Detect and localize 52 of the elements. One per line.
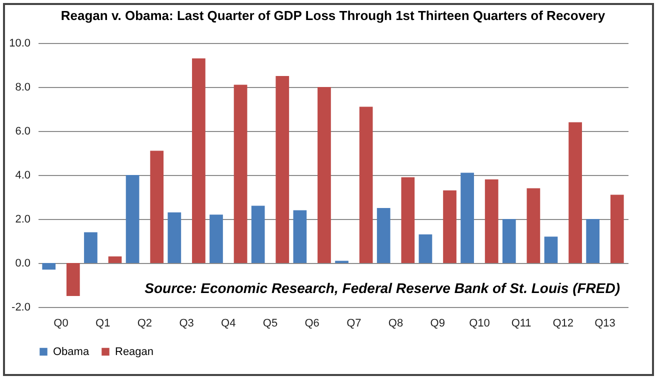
y-tick-label: 2.0 (15, 214, 30, 226)
legend-label: Obama (53, 346, 90, 358)
bar (126, 175, 140, 263)
chart-title: Reagan v. Obama: Last Quarter of GDP Loss Through 1st Thirteen Quarters of Recovery (60, 8, 606, 23)
x-tick-label: Q6 (304, 318, 320, 330)
bar (484, 179, 498, 263)
bar (568, 122, 582, 263)
y-tick-label: 6.0 (15, 126, 30, 138)
bar (544, 236, 558, 263)
x-tick-label: Q7 (346, 318, 362, 330)
bar (443, 190, 456, 263)
bar (42, 263, 56, 270)
x-tick-label: Q12 (552, 318, 574, 330)
bar (251, 206, 265, 263)
bar (210, 214, 223, 263)
bar (168, 212, 182, 263)
y-tick-label: 0.0 (15, 258, 30, 270)
y-tick-label: 10.0 (9, 38, 30, 50)
bar (359, 106, 373, 263)
bar (234, 84, 248, 263)
x-tick-label: Q9 (430, 318, 445, 330)
y-tick-label: -2.0 (12, 302, 30, 314)
x-tick-label: Q10 (469, 318, 490, 330)
bar (150, 150, 164, 263)
x-tick-label: Q0 (54, 318, 68, 330)
bar (293, 210, 307, 263)
bar (418, 234, 432, 263)
bar (108, 256, 122, 263)
annotation: Source: Economic Research, Federal Reserve Bank of St. Louis (FRED) (144, 280, 620, 296)
bar (192, 58, 206, 263)
y-tick-label: 8.0 (15, 82, 30, 94)
y-tick-label: 4.0 (15, 170, 30, 182)
bar (66, 263, 80, 296)
x-tick-label: Q2 (137, 318, 152, 330)
bar (586, 219, 600, 263)
bar (376, 208, 390, 263)
x-tick-label: Q11 (511, 318, 532, 330)
bar (526, 188, 540, 263)
x-tick-label: Q3 (179, 318, 194, 330)
x-tick-label: Q13 (594, 318, 616, 330)
bar (502, 219, 516, 263)
bar (401, 177, 415, 263)
x-tick-label: Q8 (388, 318, 404, 330)
bar (276, 76, 290, 263)
bar (610, 194, 624, 263)
x-tick-label: Q5 (262, 318, 278, 330)
x-tick-label: Q1 (96, 318, 110, 330)
bar (318, 87, 331, 263)
legend-label: Reagan (115, 346, 154, 358)
x-tick-label: Q4 (221, 318, 236, 330)
bar (460, 172, 474, 263)
bar (84, 232, 98, 263)
